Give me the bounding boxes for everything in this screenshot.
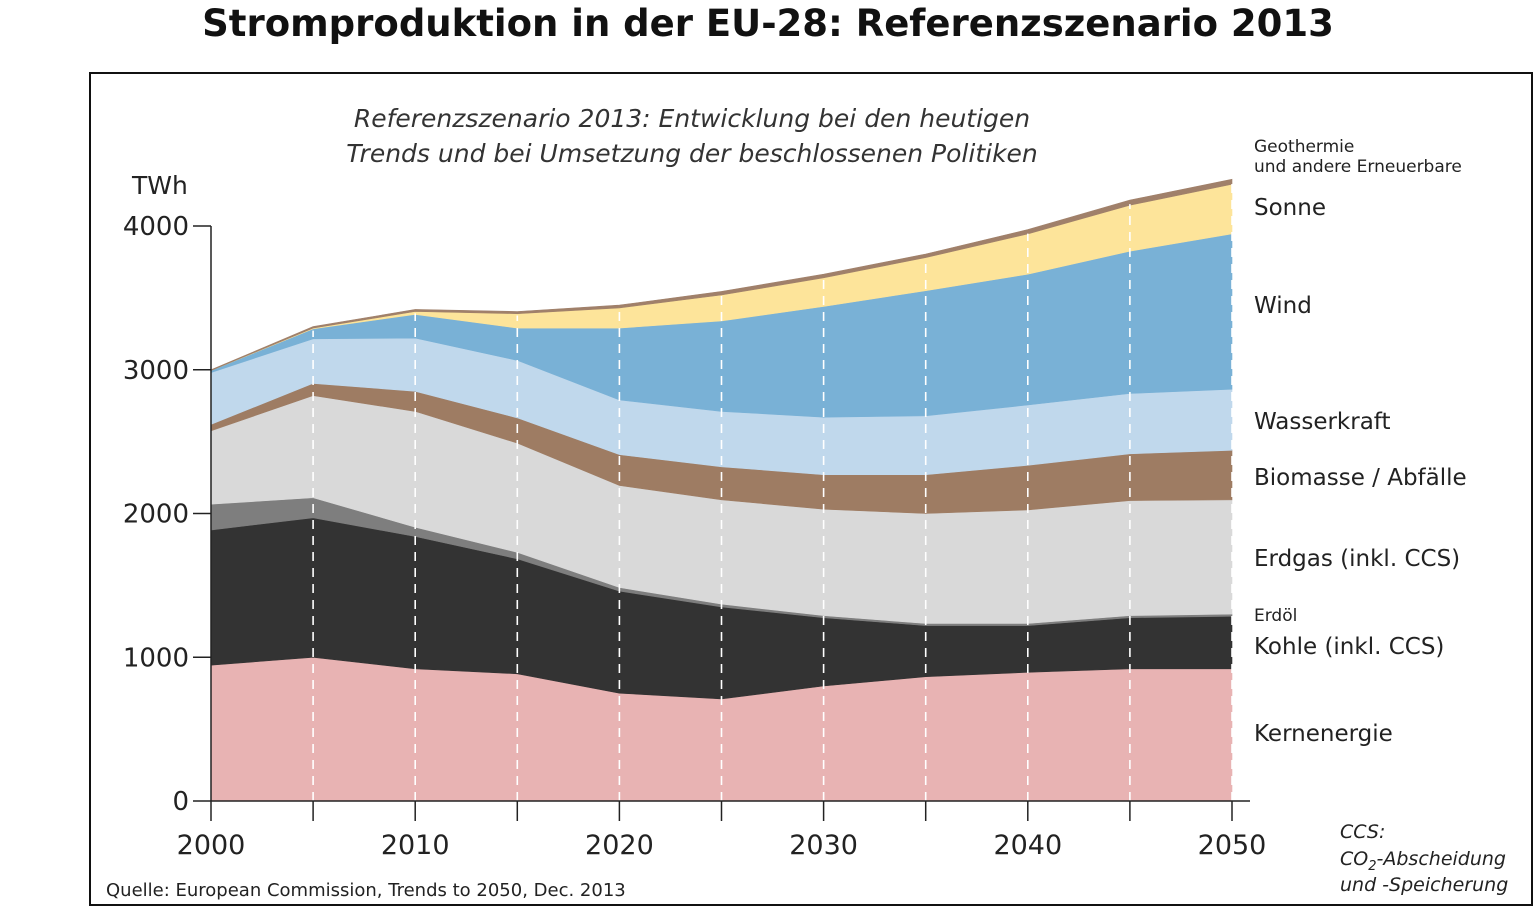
y-tick-label: 2000 <box>123 500 189 530</box>
series-label-0: Kernenergie <box>1254 721 1393 747</box>
chart-frame <box>89 72 1533 906</box>
ccs-note-line-3: und -Speicherung <box>1340 874 1508 896</box>
ccs-note-co: CO <box>1340 848 1368 870</box>
ccs-note-line-1: CCS: <box>1340 821 1385 843</box>
x-tick-label: 2020 <box>585 830 654 861</box>
gridline-layer <box>312 183 1233 801</box>
series-label-layer: Kernenergie Kohle (inkl. CCS) Erdöl Erdgas … <box>1254 137 1467 747</box>
chart-subtitle-line-2: Trends und bei Umsetzung der beschlossen… <box>346 139 1038 168</box>
x-tick-label: 2000 <box>177 830 246 861</box>
ccs-note-suffix: -Abscheidung <box>1377 848 1506 870</box>
x-tick-label: 2040 <box>993 830 1062 861</box>
x-tick-label: 2010 <box>381 830 450 861</box>
series-label-8-line-0: Geothermie <box>1254 137 1354 157</box>
source-note: Quelle: European Commission, Trends to 2… <box>106 880 626 901</box>
series-label-4: Biomasse / Abfälle <box>1254 465 1467 491</box>
x-tick-label: 2030 <box>789 830 858 861</box>
series-label-7: Sonne <box>1254 195 1326 221</box>
ccs-note-line-2: CO2-Abscheidung <box>1340 848 1506 874</box>
y-tick-label: 1000 <box>123 643 189 673</box>
series-label-2: Erdöl <box>1254 606 1297 626</box>
axis-layer: 0 1000 2000 3000 4000 2000 2010 2020 2030 2040 205… <box>123 212 1267 861</box>
y-tick-label: 0 <box>172 787 189 817</box>
y-tick-label: 4000 <box>123 212 189 242</box>
chart-title: Stromproduktion in der EU-28: Referenzsz… <box>202 2 1334 45</box>
x-tick-label: 2050 <box>1198 830 1267 861</box>
series-label-5: Wasserkraft <box>1254 409 1391 435</box>
y-axis-unit-label: TWh <box>131 171 188 200</box>
series-label-8-line-1: und andere Erneuerbare <box>1254 157 1462 177</box>
y-tick-label: 3000 <box>123 356 189 386</box>
series-label-6: Wind <box>1254 293 1312 319</box>
series-label-1: Kohle (inkl. CCS) <box>1254 634 1444 660</box>
ccs-note-subscript: 2 <box>1368 859 1376 874</box>
series-label-3: Erdgas (inkl. CCS) <box>1254 546 1460 572</box>
chart-subtitle-line-1: Referenzszenario 2013: Entwicklung bei d… <box>354 104 1030 133</box>
